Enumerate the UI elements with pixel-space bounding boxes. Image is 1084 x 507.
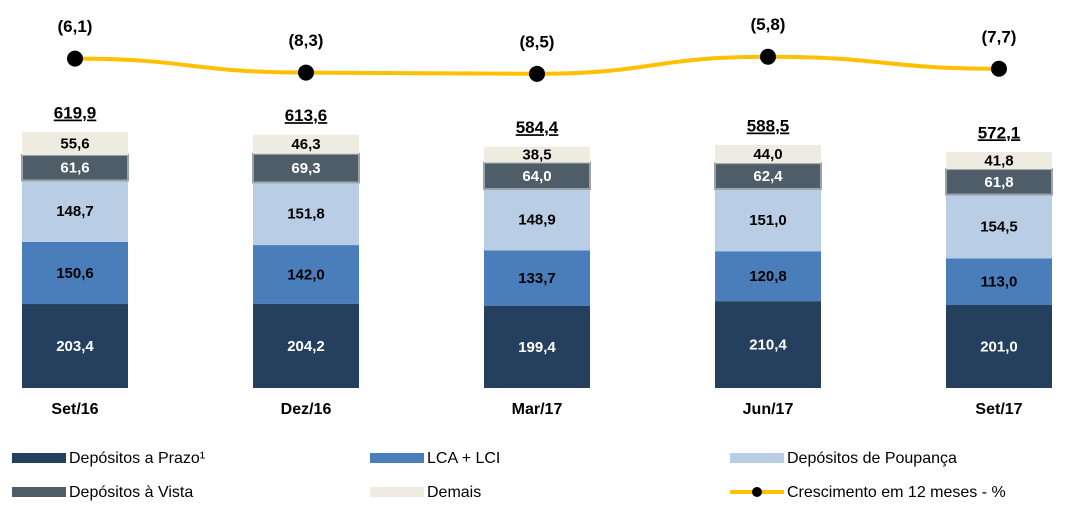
bar-value-label: 69,3 (291, 160, 320, 177)
bar-value-label: 120,8 (749, 268, 787, 285)
bar-segment (946, 194, 1052, 259)
bar-segment (715, 188, 821, 252)
legend-label: Depósitos de Poupança (787, 450, 957, 467)
bar-value-label: 204,2 (287, 338, 325, 355)
legend-label: LCA + LCI (427, 450, 500, 467)
total-label: 588,5 (747, 117, 790, 136)
legend-swatch (12, 487, 66, 497)
line-marker (67, 50, 83, 67)
legend-label: Demais (427, 484, 481, 501)
bar-segment (715, 301, 821, 388)
bar-segment (715, 251, 821, 302)
bar-value-label: 38,5 (522, 147, 551, 164)
legend-label: Depósitos à Vista (69, 484, 193, 501)
bar-segment (715, 144, 821, 164)
bar-value-label: 133,7 (518, 270, 556, 287)
legend-swatch (12, 453, 66, 463)
line-value-label: (8,3) (289, 31, 324, 50)
bar-segment (484, 250, 590, 306)
bar-segment (22, 304, 128, 388)
x-tick-label: Mar/17 (512, 401, 563, 418)
bar-segment (945, 168, 1053, 196)
bar-value-label: 201,0 (980, 338, 1018, 355)
bar-segment (253, 182, 359, 246)
legend-swatch (370, 487, 424, 497)
bar-segment (946, 258, 1052, 306)
bar-value-label: 199,4 (518, 339, 556, 356)
legend-label: Crescimento em 12 meses - % (787, 484, 1006, 501)
bar-segment (253, 134, 359, 154)
bar-value-label: 62,4 (753, 168, 783, 185)
line-value-label: (6,1) (58, 17, 93, 36)
bar-segment (22, 241, 128, 305)
bar-value-label: 151,0 (749, 212, 787, 229)
bar-value-label: 55,6 (60, 136, 89, 153)
line-value-label: (7,7) (982, 27, 1017, 46)
legend-swatch-marker (752, 487, 762, 497)
bar-segment (484, 305, 590, 388)
bar-segment (22, 132, 128, 156)
line-value-label: (8,5) (520, 32, 555, 51)
bar-segment (483, 161, 591, 191)
line-marker (760, 48, 776, 65)
bar-segment (946, 305, 1052, 388)
bar-segment (946, 151, 1052, 170)
bar-segment (714, 162, 822, 190)
x-tick-label: Jun/17 (743, 401, 794, 418)
line-marker (529, 65, 545, 82)
bar-value-label: 210,4 (749, 337, 787, 354)
bar-segment (484, 189, 590, 251)
bar-value-label: 150,6 (56, 265, 94, 282)
total-label: 619,9 (54, 104, 97, 123)
bar-value-label: 142,0 (287, 266, 325, 283)
bar-value-label: 148,9 (518, 212, 556, 229)
line-marker (298, 64, 314, 81)
bar-segment (253, 303, 359, 388)
bar-value-label: 154,5 (980, 218, 1018, 235)
bar-value-label: 61,8 (984, 174, 1013, 191)
line-marker (991, 60, 1007, 77)
total-label: 584,4 (516, 118, 559, 137)
total-label: 572,1 (978, 123, 1021, 142)
bar-value-label: 46,3 (291, 136, 320, 153)
bar-value-label: 64,0 (522, 168, 551, 185)
legend-swatch (730, 453, 784, 463)
bar-segment (22, 180, 128, 242)
x-tick-label: Set/17 (975, 401, 1022, 418)
bar-value-label: 41,8 (984, 152, 1013, 169)
bar-segment (252, 152, 360, 184)
x-tick-label: Dez/16 (281, 401, 332, 418)
bar-value-label: 148,7 (56, 203, 94, 220)
bar-value-label: 151,8 (287, 206, 325, 223)
bar-value-label: 44,0 (753, 146, 782, 163)
bar-value-label: 203,4 (56, 338, 94, 355)
bar-value-label: 113,0 (981, 274, 1018, 291)
bar-segment (484, 146, 590, 163)
legend-swatch (370, 453, 424, 463)
legend-label: Depósitos a Prazo¹ (69, 450, 205, 467)
x-tick-label: Set/16 (51, 401, 98, 418)
bar-segment (253, 245, 359, 304)
line-value-label: (5,8) (751, 15, 786, 34)
total-label: 613,6 (285, 106, 328, 125)
bar-value-label: 61,6 (60, 160, 89, 177)
